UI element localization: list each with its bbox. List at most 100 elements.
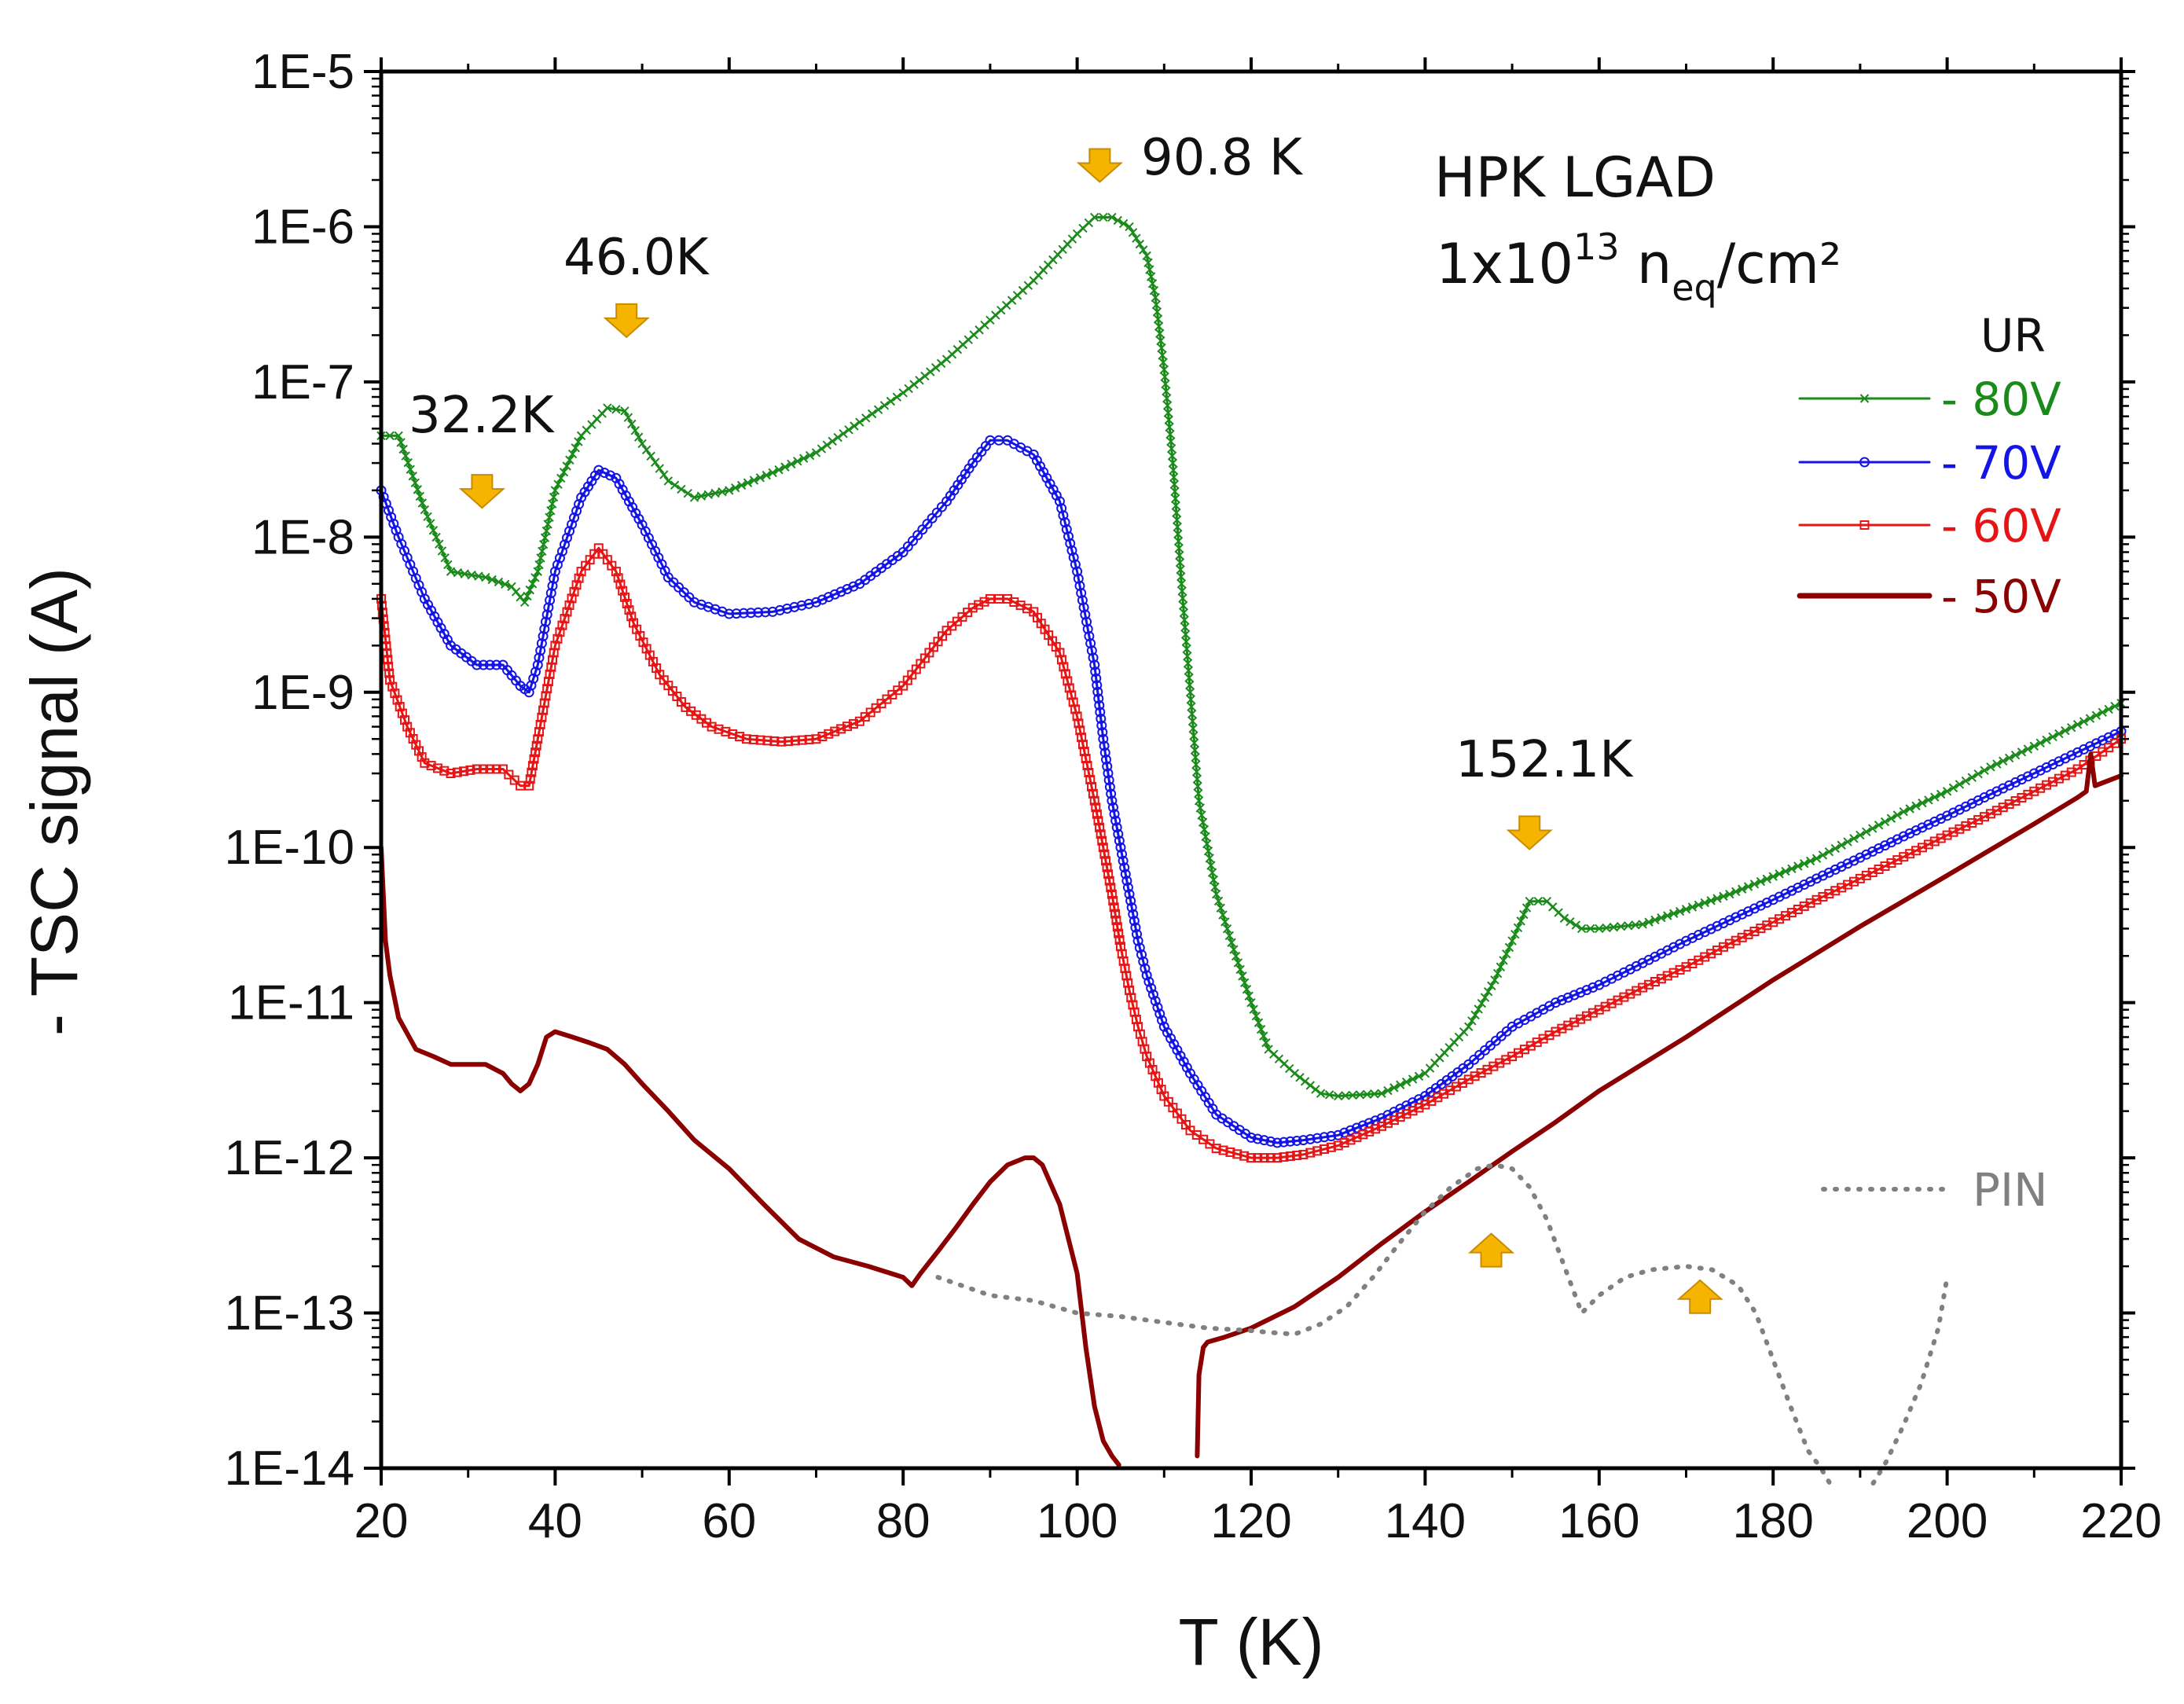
- data-point: [710, 488, 720, 498]
- data-point: [484, 659, 495, 670]
- data-point: [437, 546, 447, 556]
- data-point: [1892, 855, 1903, 865]
- data-point: [1756, 876, 1766, 887]
- data-point: [663, 476, 674, 486]
- data-point: [1094, 700, 1105, 711]
- data-point: [1099, 849, 1110, 859]
- data-point: [1341, 1091, 1350, 1100]
- data-point: [1345, 1135, 1356, 1145]
- fluence-unit-pre: n: [1620, 232, 1672, 296]
- data-point: [1158, 358, 1168, 367]
- data-point: [1064, 683, 1074, 693]
- info-title: HPK LGAD: [1434, 145, 1716, 210]
- data-point: [1911, 801, 1921, 811]
- data-point: [1811, 854, 1822, 863]
- y-tick-label: 1E-11: [228, 976, 354, 1030]
- data-point: [487, 575, 497, 585]
- data-point: [1657, 913, 1666, 923]
- data-point: [1114, 835, 1125, 846]
- data-point: [790, 736, 800, 746]
- data-point: [1173, 536, 1184, 546]
- data-point: [1917, 843, 1927, 853]
- data-point: [1179, 608, 1189, 618]
- data-point: [622, 598, 632, 608]
- data-point: [593, 465, 604, 476]
- data-point: [721, 726, 731, 736]
- data-point: [400, 715, 410, 725]
- data-point: [1082, 623, 1093, 634]
- data-point: [1181, 637, 1191, 647]
- data-point: [1086, 645, 1097, 656]
- data-point: [1063, 531, 1074, 542]
- data-point: [804, 734, 814, 744]
- data-point: [1225, 1147, 1235, 1157]
- data-point: [1668, 909, 1679, 918]
- data-point: [1183, 652, 1192, 661]
- data-point: [717, 606, 728, 617]
- data-point: [1206, 861, 1216, 870]
- data-point: [1102, 862, 1112, 872]
- data-point: [397, 708, 407, 718]
- data-point: [1650, 915, 1660, 925]
- data-point: [550, 641, 560, 651]
- data-point: [1093, 693, 1104, 704]
- x-tick-label: 160: [1558, 1494, 1639, 1548]
- data-point: [1180, 615, 1189, 625]
- data-point: [1305, 1133, 1316, 1144]
- data-point: [1205, 854, 1214, 863]
- data-point: [1480, 993, 1490, 1002]
- data-point: [1059, 517, 1070, 528]
- data-point: [2110, 701, 2120, 711]
- data-point: [1157, 343, 1166, 353]
- data-point: [546, 505, 556, 516]
- data-point: [830, 726, 840, 736]
- data-point: [2010, 750, 2021, 760]
- data-point: [1256, 1024, 1266, 1034]
- y-tick-label: 1E-9: [251, 666, 354, 720]
- data-point: [1586, 924, 1595, 934]
- data-point: [1749, 880, 1760, 889]
- data-point: [822, 440, 832, 450]
- data-point: [1124, 889, 1135, 900]
- data-point: [1097, 727, 1108, 738]
- data-point: [529, 754, 539, 764]
- data-point: [1187, 702, 1196, 711]
- data-point: [1358, 1129, 1368, 1140]
- data-point: [993, 593, 1004, 604]
- data-point: [1487, 981, 1496, 990]
- data-point: [1551, 1026, 1561, 1037]
- data-point: [839, 428, 848, 439]
- data-point: [1762, 920, 1772, 931]
- data-point: [1291, 1135, 1302, 1146]
- data-point: [1725, 889, 1734, 899]
- data-point: [745, 608, 756, 619]
- data-point: [1259, 1153, 1269, 1163]
- data-point: [879, 401, 890, 410]
- data-point: [619, 592, 630, 602]
- data-point: [1324, 1090, 1334, 1100]
- data-point: [1203, 846, 1213, 856]
- data-point: [534, 652, 545, 663]
- data-point: [564, 600, 574, 610]
- data-point: [560, 614, 570, 624]
- data-point: [842, 722, 853, 732]
- data-point: [1091, 802, 1101, 813]
- data-point: [426, 519, 435, 528]
- data-point: [1169, 465, 1178, 475]
- arrow-up-icon: [1467, 1232, 1515, 1268]
- data-point: [571, 505, 582, 516]
- legend-label: - 50V: [1941, 570, 2061, 623]
- data-point: [1874, 821, 1884, 830]
- series-70v: [376, 435, 2127, 1148]
- data-point: [446, 567, 456, 576]
- data-point: [1955, 780, 1965, 789]
- data-point: [1139, 245, 1148, 255]
- data-point: [848, 581, 859, 592]
- data-point: [904, 384, 913, 394]
- data-point: [615, 579, 626, 589]
- data-point: [561, 532, 572, 543]
- data-point: [1382, 1118, 1393, 1128]
- data-point: [1175, 557, 1185, 567]
- data-point: [769, 736, 780, 747]
- data-point: [753, 607, 764, 618]
